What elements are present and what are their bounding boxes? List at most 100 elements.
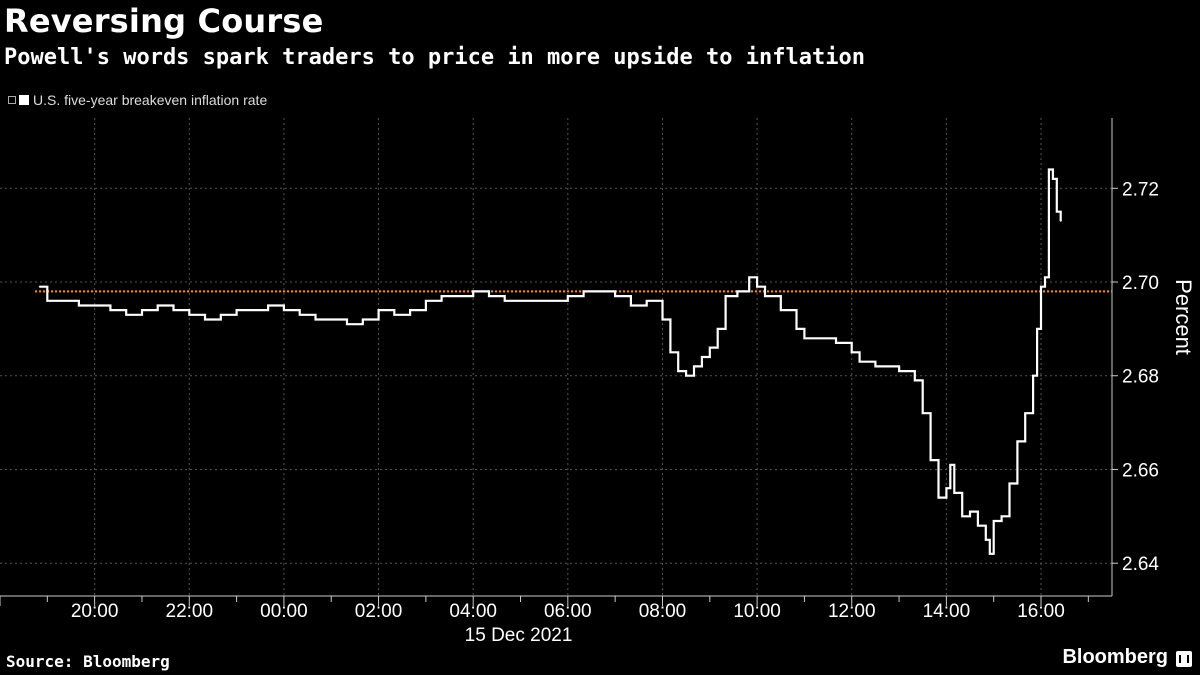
data-point (937, 496, 940, 499)
data-point (949, 464, 951, 466)
legend-label: U.S. five-year breakeven inflation rate (33, 92, 268, 108)
y-tick-label: 2.72 (1122, 179, 1159, 200)
data-point (204, 318, 206, 321)
data-point (1060, 220, 1062, 222)
x-tick-label: 08:00 (639, 601, 687, 622)
x-tick-label: 06:00 (544, 601, 592, 622)
data-point (94, 304, 96, 307)
data-point (251, 309, 253, 311)
grid (0, 118, 1112, 596)
data-point (1048, 168, 1050, 171)
chart-subtitle: Powell's words spark traders to price in… (4, 45, 865, 70)
data-point (646, 300, 648, 302)
data-point (953, 492, 955, 494)
data-point (441, 295, 443, 297)
y-tick-label: 2.70 (1122, 273, 1159, 294)
data-point (172, 309, 175, 311)
data-point (898, 370, 900, 372)
series-group (38, 168, 1062, 555)
data-point (1008, 482, 1011, 485)
x-tick-label: 22:00 (166, 601, 214, 622)
source-note: Source: Bloomberg (6, 652, 170, 671)
data-point (717, 328, 719, 330)
data-point (795, 328, 798, 330)
data-point (267, 304, 269, 307)
data-point (314, 318, 317, 321)
y-tick-label: 2.66 (1122, 460, 1159, 481)
data-point (38, 286, 41, 288)
data-point (1036, 328, 1038, 330)
data-point (220, 314, 222, 316)
bloomberg-icon (1176, 651, 1192, 667)
data-point (803, 337, 806, 339)
data-point (377, 309, 380, 311)
data-point (859, 361, 861, 363)
data-point (488, 295, 490, 297)
y-tick-label: 2.68 (1122, 367, 1159, 388)
data-point (736, 290, 738, 292)
x-tick-label: 04:00 (449, 601, 497, 622)
data-point (945, 487, 947, 489)
data-point (535, 300, 537, 302)
data-point (780, 309, 782, 311)
y-axis-label: Percent (1171, 279, 1196, 355)
data-point (709, 347, 711, 349)
data-point (62, 300, 64, 302)
data-point (330, 318, 332, 321)
data-point (109, 309, 112, 311)
data-point (685, 375, 687, 377)
x-tick-label: 14:00 (923, 601, 971, 622)
data-point (393, 314, 395, 316)
data-point (472, 290, 474, 292)
axes (0, 118, 1118, 606)
data-point (157, 304, 159, 307)
legend: U.S. five-year breakeven inflation rate (8, 92, 267, 108)
data-point (46, 300, 48, 302)
chart-title: Reversing Course (4, 2, 324, 40)
data-point (724, 295, 727, 297)
data-point (835, 342, 837, 344)
data-point (1044, 276, 1046, 278)
data-point (677, 370, 679, 372)
data-point (819, 337, 821, 339)
data-point (519, 300, 522, 302)
data-point (1024, 412, 1026, 414)
data-point (567, 295, 569, 297)
data-point (756, 286, 758, 288)
data-point (583, 290, 585, 292)
data-point (188, 314, 190, 316)
data-point (362, 318, 364, 321)
x-tick-label: 16:00 (1017, 601, 1065, 622)
data-point (989, 553, 991, 555)
data-point (669, 351, 671, 353)
data-point (1052, 178, 1054, 180)
legend-outline-icon (8, 96, 16, 104)
data-point (1040, 286, 1042, 288)
data-point (930, 459, 932, 461)
data-point (551, 300, 553, 302)
data-point (598, 290, 600, 292)
data-point (425, 300, 427, 302)
tick-labels: 2.64 2.66 2.68 2.70 2.72 20:00 22:00 00:00 02:00… (71, 179, 1196, 646)
x-tick-label: 00:00 (260, 601, 308, 622)
x-tick-label: 02:00 (355, 601, 403, 622)
data-point (922, 412, 924, 414)
data-point (235, 309, 238, 311)
data-point (141, 309, 143, 311)
data-point (701, 356, 703, 358)
data-point (874, 365, 877, 367)
data-point (1056, 211, 1058, 213)
data-point (614, 295, 616, 297)
data-point (851, 351, 853, 353)
x-tick-label: 10:00 (733, 601, 781, 622)
series-line (39, 168, 1062, 555)
x-date-label: 15 Dec 2021 (465, 625, 573, 646)
data-point (1016, 440, 1018, 442)
legend-swatch-icon (19, 95, 29, 105)
data-point (993, 520, 995, 522)
data-point (346, 323, 348, 325)
data-point (456, 295, 459, 297)
x-tick-label: 12:00 (828, 601, 876, 622)
data-point (764, 295, 766, 297)
y-tick-label: 2.64 (1122, 554, 1159, 575)
